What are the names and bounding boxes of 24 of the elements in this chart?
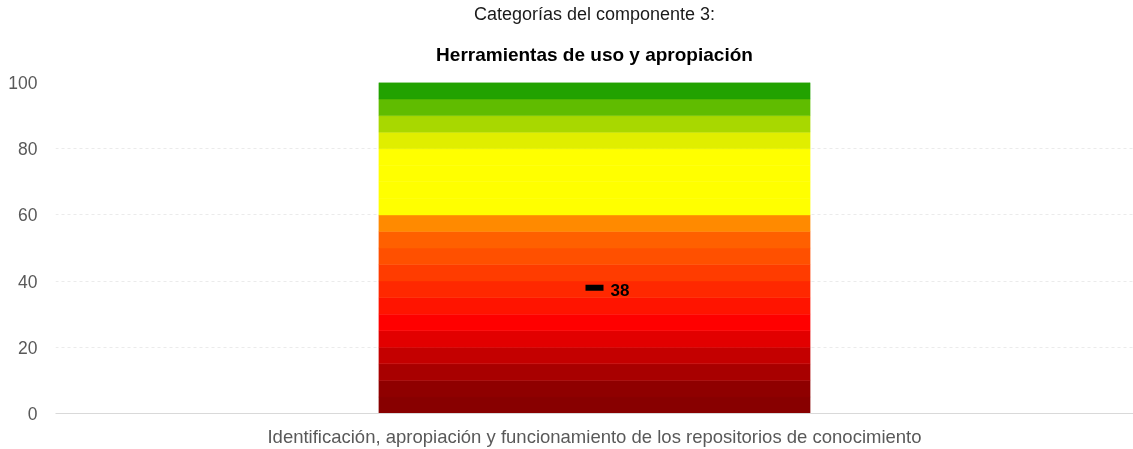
y-tick-label: 20 [18,337,38,358]
chart-subtitle: Herramientas de uso y apropiación [436,43,753,65]
bar [378,347,811,365]
bar [378,247,811,265]
bar [378,131,811,149]
bar [378,82,811,100]
x-tick-label: Identificación, apropiación y funcionamiento de los repositorios de conocimiento [267,425,922,447]
bar [378,297,811,315]
bar [378,313,811,331]
bar [378,363,811,381]
y-tick-label: 40 [18,271,38,292]
bar [378,98,811,116]
bar [378,280,811,298]
bar [378,231,811,249]
y-tick-label: 60 [18,205,38,226]
data-label: 38 [610,280,630,300]
bar [378,330,811,348]
y-tick-label: 80 [18,139,38,160]
bar [378,214,811,232]
y-tick-label: 100 [8,73,38,93]
y-tick-label: 0 [27,404,38,424]
bar [378,264,811,282]
bar [378,115,811,133]
chart-title: Categorías del componente 3: [473,3,716,24]
